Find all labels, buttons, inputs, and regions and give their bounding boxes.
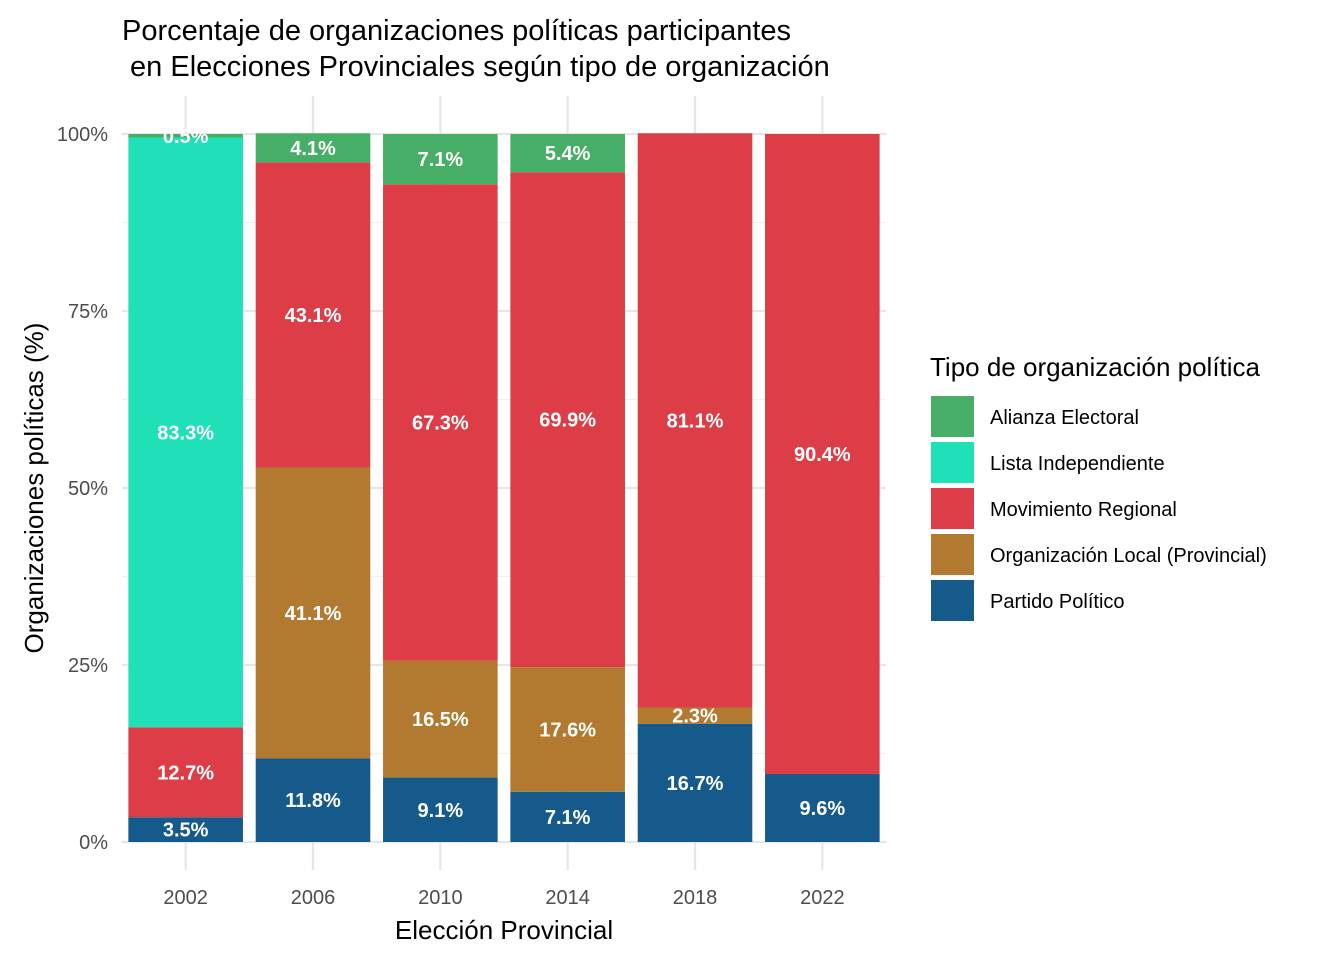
bar-value-label: 9.1% [418,800,464,822]
y-tick-label: 50% [68,478,108,500]
bar-segment [383,660,498,778]
bar-value-label: 7.1% [545,807,591,829]
bar-segment [383,184,498,661]
bar-value-label: 7.1% [418,149,464,171]
bar-segment [128,727,243,818]
bar-segment [128,134,243,138]
legend-label: Movimiento Regional [990,499,1177,521]
y-tick-label: 75% [68,301,108,323]
legend-swatch [931,534,974,575]
bar-value-label: 2.3% [672,706,718,728]
legend-swatch [931,580,974,621]
legend-label: Organización Local (Provincial) [990,545,1267,567]
bar-segment [510,667,625,792]
bar-value-label: 5.4% [545,143,591,165]
chart-title-line2: en Elecciones Provinciales según tipo de… [122,51,830,83]
bar-value-label: 81.1% [667,410,724,432]
bar-value-label: 9.6% [800,798,846,820]
bar-value-label: 3.5% [163,820,209,842]
legend-label: Lista Independiente [990,453,1165,475]
bar-segment [765,134,880,775]
legend-swatch [931,442,974,483]
bar-segment [637,133,753,708]
legend: Tipo de organización política Alianza El… [930,352,1267,621]
bar-segment [255,133,371,163]
bar-segment [510,791,625,842]
bar-segment [637,723,753,842]
y-tick-label: 0% [79,832,108,854]
bar-segment [255,758,371,842]
x-tick-label: 2022 [800,887,845,909]
legend-label: Partido Político [990,591,1125,613]
bar-value-label: 16.7% [667,773,724,795]
bar-value-label: 69.9% [539,410,596,432]
x-tick-label: 2010 [418,887,463,909]
bar-value-label: 4.1% [290,138,336,160]
bars [128,133,880,842]
bar-value-label: 67.3% [412,413,469,435]
x-axis-title: Elección Provincial [395,915,613,945]
legend-swatch [931,396,974,437]
bar-segment [255,162,371,468]
bar-segment [637,707,753,724]
bar-segment [510,134,625,173]
bar-value-label: 90.4% [794,444,851,466]
y-tick-label: 25% [68,655,108,677]
x-tick-label: 2018 [673,887,718,909]
legend-swatch [931,488,974,529]
bar-value-label: 43.1% [285,305,342,327]
bar-segment [510,172,625,668]
bar-labels: 3.5% 12.7% 83.3% 0.5% 11.8% 41.1% 43.1% 4.1% 9.1… [157,126,851,842]
bar-value-label: 17.6% [539,719,596,741]
bar-value-label: 83.3% [157,422,214,444]
bar-segment [383,777,498,842]
y-tick-label: 100% [57,124,108,146]
x-tick-label: 2014 [545,887,590,909]
bar-segment [255,467,371,759]
bar-segment [128,137,243,728]
legend-label: Alianza Electoral [990,407,1139,429]
bar-value-label: 41.1% [285,603,342,625]
bar-value-label: 16.5% [412,709,469,731]
x-tick-label: 2006 [291,887,336,909]
x-tick-label: 2002 [163,887,208,909]
chart-title-line1: Porcentaje de organizaciones políticas p… [122,15,791,47]
y-axis-ticks: 0% 25% 50% 75% 100% [57,124,108,854]
bar-value-label: 11.8% [285,790,341,812]
bar-value-label: 12.7% [157,762,214,784]
bar-segment [765,774,880,842]
bar-value-label: 0.5% [163,126,209,148]
legend-title: Tipo de organización política [930,352,1261,382]
bar-segment [383,134,498,185]
y-axis-title: Organizaciones políticas (%) [19,323,49,654]
x-axis-ticks: 2002 2006 2010 2014 2018 2022 [163,887,844,909]
bar-segment [128,817,243,842]
